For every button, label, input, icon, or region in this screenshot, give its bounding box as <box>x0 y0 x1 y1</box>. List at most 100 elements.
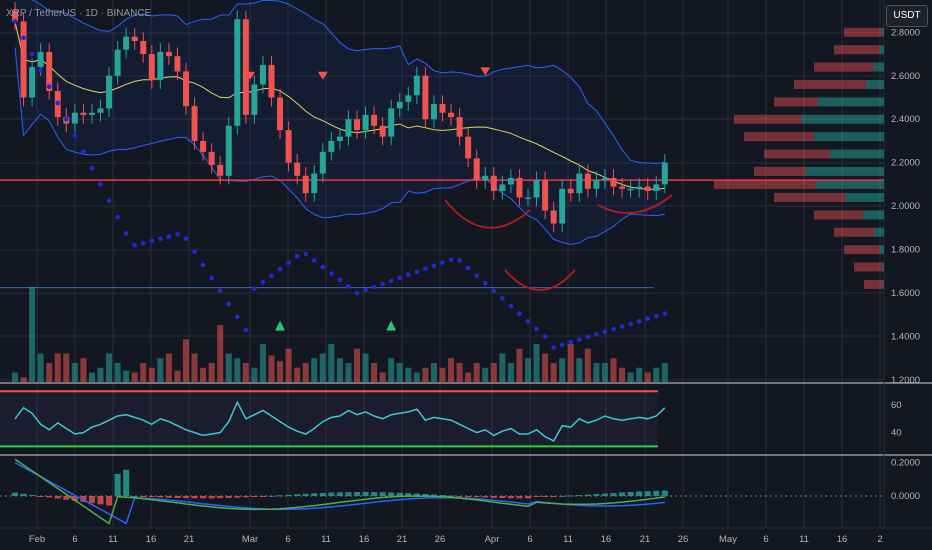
candle-body <box>131 36 138 42</box>
macd-histogram-bar <box>542 496 549 497</box>
candle-body <box>371 114 378 126</box>
sar-dot <box>517 311 522 317</box>
macd-histogram-bar <box>183 496 189 499</box>
volume-bar <box>636 367 643 382</box>
candle-body <box>550 210 557 224</box>
sar-dot <box>508 303 514 309</box>
volume-profile-up <box>818 97 884 107</box>
candle-body <box>46 51 53 91</box>
sar-dot <box>29 51 35 57</box>
candle-body <box>311 173 318 194</box>
sar-dot <box>577 337 582 342</box>
sar-dot <box>482 281 488 286</box>
time-tick-label: 11 <box>563 534 573 545</box>
candle-body <box>97 108 104 113</box>
candle-body <box>225 125 232 176</box>
candle-body <box>208 151 215 165</box>
sar-dot <box>619 324 625 329</box>
macd-histogram-bar <box>191 496 198 499</box>
candle-body <box>448 112 455 118</box>
volume-bar <box>465 372 472 382</box>
macd-histogram-bar <box>396 492 403 496</box>
volume-bar <box>456 363 463 382</box>
candle-body <box>490 175 497 191</box>
candle-body <box>499 184 506 191</box>
macd-histogram-bar <box>114 473 121 496</box>
volume-bar <box>567 344 574 382</box>
macd-histogram-bar <box>362 491 369 496</box>
macd-histogram-bar <box>567 495 574 497</box>
macd-histogram-bar <box>29 494 36 496</box>
volume-profile-up <box>801 114 884 124</box>
sar-dot <box>440 260 445 265</box>
volume-bar <box>627 372 634 382</box>
price-tick-label: 1.8000 <box>891 245 920 256</box>
macd-histogram-bar <box>106 496 113 506</box>
sar-dot <box>98 182 103 187</box>
macd-histogram-bar <box>217 496 224 499</box>
macd-histogram-bar <box>345 492 352 496</box>
volume-profile-up <box>880 245 884 255</box>
volume-bar <box>123 370 130 382</box>
candle-body <box>174 56 181 72</box>
candle-body <box>71 112 78 124</box>
sar-dot <box>55 100 61 106</box>
volume-bar <box>661 363 668 382</box>
volume-bar <box>191 353 198 382</box>
buy-signal-marker <box>275 320 286 331</box>
time-tick-label: 11 <box>108 534 118 545</box>
volume-bar <box>251 367 258 382</box>
macd-histogram-bar <box>328 492 335 496</box>
macd-histogram-bar <box>285 494 292 496</box>
sar-dot <box>406 272 411 278</box>
currency-badge[interactable]: USDT <box>886 5 928 27</box>
volume-bar <box>439 367 446 382</box>
candle-body <box>482 175 489 181</box>
bollinger-lower <box>14 47 665 246</box>
price-tick-label: 1.4000 <box>891 332 920 343</box>
sar-dot <box>568 339 574 345</box>
sar-dot <box>303 251 309 257</box>
macd-line <box>14 458 665 525</box>
volume-bar <box>80 358 87 382</box>
macd-histogram-bar <box>465 496 472 497</box>
volume-bar <box>473 363 480 382</box>
macd-histogram-bar <box>225 496 232 498</box>
macd-histogram-bar <box>12 492 18 496</box>
sar-dot <box>585 334 591 340</box>
volume-profile-up <box>816 179 884 189</box>
volume-profile-down <box>814 210 863 220</box>
buy-signal-marker <box>386 320 397 331</box>
macd-histogram-bar <box>550 496 557 497</box>
time-tick-label: Mar <box>242 534 258 545</box>
macd-histogram-bar <box>525 496 531 499</box>
time-tick-label: 6 <box>285 534 290 545</box>
candle-body <box>430 104 437 120</box>
macd-histogram-bar <box>294 494 301 496</box>
volume-bar <box>183 339 189 382</box>
candle-body <box>251 84 258 115</box>
volume-bar <box>88 372 95 382</box>
sar-dot <box>337 277 343 283</box>
macd-histogram-bar <box>302 493 309 496</box>
macd-histogram-bar <box>584 494 591 496</box>
macd-histogram-bar <box>319 492 326 496</box>
candle-body <box>576 173 583 194</box>
volume-bar <box>559 358 566 382</box>
sar-dot <box>269 273 274 278</box>
macd-histogram-bar <box>610 492 617 496</box>
candle-body <box>456 117 463 137</box>
volume-bar <box>610 358 617 382</box>
macd-histogram-bar <box>636 491 643 496</box>
price-tick-label: 2.0000 <box>891 201 920 212</box>
macd-histogram-bar <box>37 496 44 497</box>
volume-bar <box>63 353 70 382</box>
sar-dot <box>294 253 300 259</box>
candle-body <box>148 54 155 81</box>
time-tick-label: 16 <box>359 534 370 545</box>
sar-dot <box>636 319 642 324</box>
volume-profile-up <box>863 210 884 220</box>
macd-histogram-bar <box>97 496 104 505</box>
volume-bar <box>200 367 207 382</box>
